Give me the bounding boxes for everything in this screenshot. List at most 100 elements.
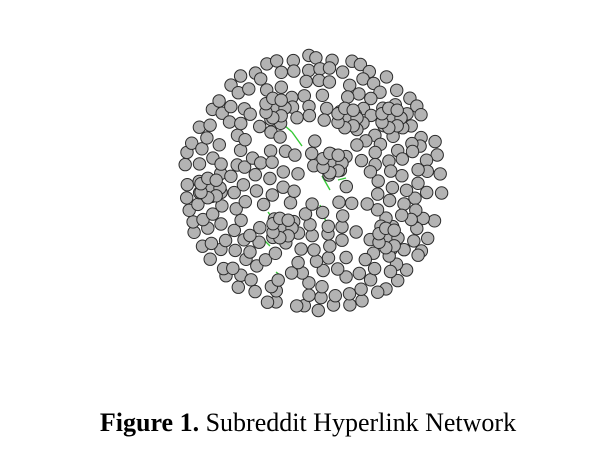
network-node: [342, 287, 357, 301]
network-node: [243, 245, 257, 259]
network-node: [291, 255, 305, 270]
network-node: [309, 254, 324, 268]
network-node: [243, 107, 257, 121]
network-node: [430, 148, 444, 162]
network-node: [302, 276, 316, 290]
network-node: [234, 116, 248, 131]
network-node: [248, 168, 263, 182]
network-node: [294, 242, 308, 256]
network-node: [433, 167, 447, 181]
network-node: [414, 108, 428, 122]
network-node: [395, 169, 409, 183]
network-node: [238, 195, 253, 209]
network-node: [214, 217, 228, 231]
network-node: [308, 134, 322, 148]
network-node: [355, 294, 369, 308]
network-node: [254, 156, 268, 170]
network-node: [316, 263, 330, 278]
network-node: [222, 115, 237, 129]
network-node: [305, 228, 319, 243]
network-node: [373, 85, 387, 99]
network-node: [229, 202, 243, 216]
network-node: [231, 280, 246, 294]
network-node: [290, 111, 304, 125]
network-node: [274, 93, 288, 107]
network-node: [236, 178, 251, 192]
network-node: [273, 130, 287, 144]
network-node: [244, 273, 258, 287]
network-node: [268, 246, 283, 261]
network-node: [411, 248, 425, 262]
network-node: [390, 83, 404, 98]
network-node: [395, 208, 409, 223]
network-node: [252, 235, 266, 249]
network-node: [243, 228, 257, 243]
network-node: [249, 184, 264, 198]
network-node: [254, 72, 268, 86]
network-node: [384, 164, 398, 178]
network-node: [358, 252, 372, 267]
network-node: [209, 173, 223, 187]
network-node: [321, 219, 335, 234]
network-node: [331, 262, 345, 276]
network-node: [234, 213, 248, 228]
network-nodes: [178, 48, 449, 318]
network-node: [350, 138, 364, 152]
network-node: [315, 280, 329, 294]
network-node: [385, 180, 400, 195]
network-node: [302, 288, 316, 302]
network-node: [298, 207, 313, 221]
network-node: [382, 193, 397, 208]
figure-caption-label: Figure 1.: [99, 408, 200, 437]
network-node: [258, 253, 273, 267]
network-node: [317, 113, 331, 127]
network-node: [335, 65, 350, 79]
network-node: [336, 209, 350, 223]
network-node: [331, 148, 345, 162]
network-node: [434, 186, 449, 200]
network-node: [206, 207, 220, 221]
network-node: [299, 74, 313, 89]
network-node: [238, 133, 252, 147]
network-node: [379, 70, 394, 84]
network-node: [287, 64, 301, 78]
network-node: [354, 153, 369, 168]
network-node: [185, 136, 199, 150]
network-node: [320, 101, 334, 116]
network-node: [395, 152, 409, 166]
network-node: [321, 251, 336, 265]
network-node: [328, 289, 342, 303]
network-node: [341, 90, 355, 104]
network-node: [364, 91, 378, 106]
network-node: [371, 174, 385, 188]
network-node: [339, 179, 353, 194]
network-node: [270, 54, 284, 68]
network-node: [345, 196, 359, 211]
network-node: [180, 178, 195, 192]
network-node: [367, 261, 382, 276]
network-node: [276, 165, 290, 179]
network-node: [224, 169, 238, 184]
network-node: [399, 183, 414, 198]
network-node: [427, 214, 442, 228]
network-node: [311, 303, 325, 318]
figure-caption-text: Subreddit Hyperlink Network: [199, 408, 517, 437]
network-node: [405, 144, 420, 159]
network-node: [290, 299, 304, 313]
network-node: [407, 234, 421, 248]
network-node: [218, 233, 233, 248]
network-node: [263, 144, 278, 158]
network-node: [248, 284, 262, 299]
network-node: [363, 165, 378, 179]
network-node: [212, 94, 226, 108]
network-node: [353, 57, 368, 72]
network-node: [323, 239, 337, 253]
network-node: [368, 145, 382, 160]
network-node: [322, 75, 337, 89]
network-node: [420, 185, 434, 200]
network-node: [354, 282, 368, 296]
network-node: [315, 205, 330, 220]
network-node: [399, 263, 414, 277]
network-node: [215, 199, 229, 213]
network-node: [371, 187, 385, 201]
